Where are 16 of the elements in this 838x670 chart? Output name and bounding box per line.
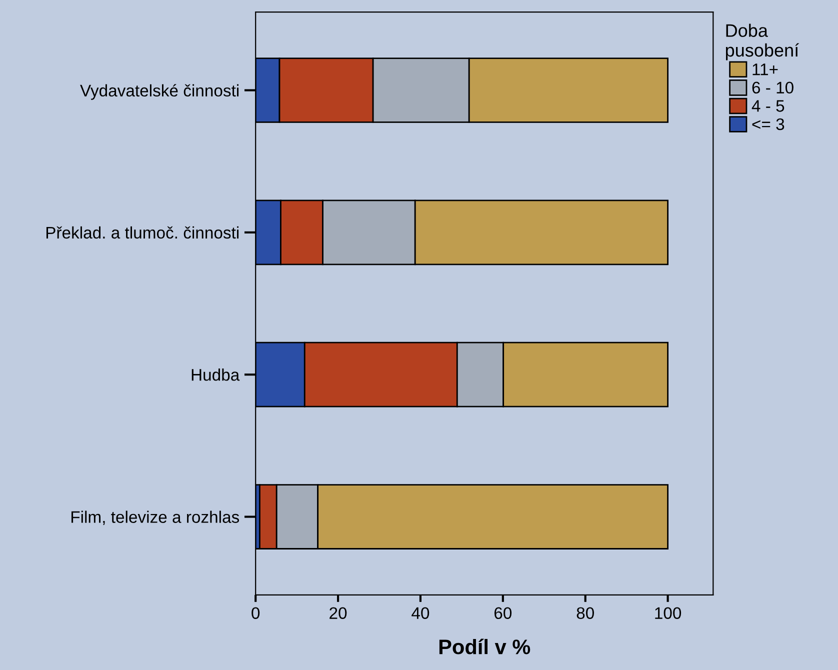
x-tick-label: 0 (252, 607, 260, 620)
y-tick-label: Film, televize a rozhlas (71, 510, 240, 525)
x-tick-label: 80 (576, 607, 594, 620)
x-tick-label: 40 (412, 607, 430, 620)
x-tick-label: 20 (330, 607, 347, 620)
x-tick-label: 60 (494, 607, 512, 620)
y-tick-label: Překlad. a tlumoč. činnosti (46, 226, 239, 239)
legend-label: 11+ (752, 64, 778, 76)
y-tick-label: Hudba (192, 368, 240, 381)
legend-label: 4 - 5 (752, 100, 784, 112)
x-axis-title: Podíl v % (439, 638, 530, 654)
legend-title: Doba pusobení (726, 24, 800, 60)
legend-label: <= 3 (752, 118, 784, 130)
y-tick-label: Vydavatelské činnosti (80, 84, 239, 100)
legend-label: 6 - 10 (752, 82, 794, 94)
x-tick-label: 100 (655, 607, 682, 620)
